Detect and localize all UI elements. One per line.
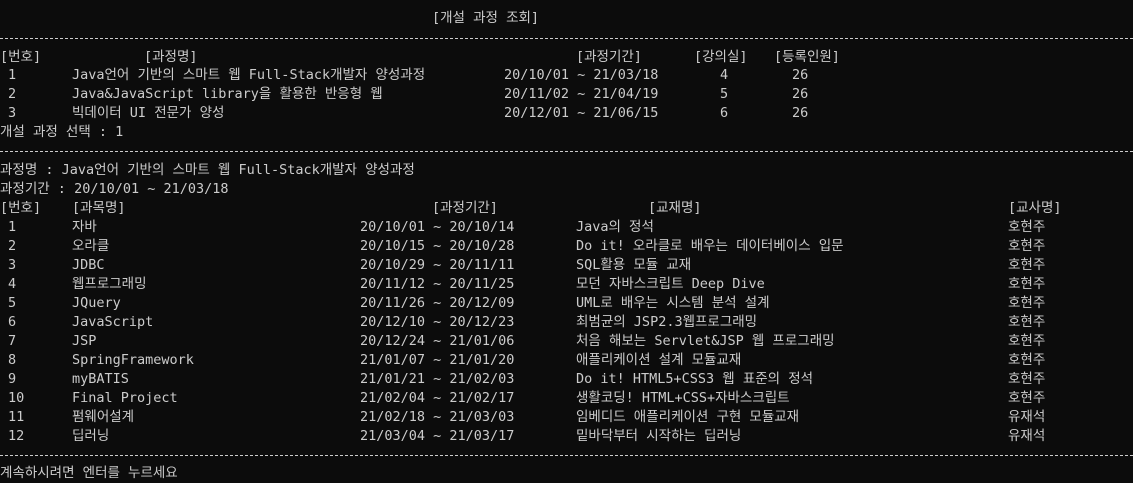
header-num: [번호] [0,200,42,216]
course-period: 20/11/02 ~ 21/04/19 [504,86,659,102]
subject-num: 12 [8,428,25,444]
divider [0,151,1133,152]
course-num: 2 [8,86,17,102]
subject-teacher: 호현주 [1008,390,1046,406]
subject-period: 21/03/04 ~ 21/03/17 [360,428,515,444]
subject-name: 웹프로그래밍 [72,276,147,292]
course-count: 26 [792,86,809,102]
divider [0,455,1133,456]
subject-book: 최범균의 JSP2.3웹프로그래밍 [576,314,758,330]
header-period: [과정기간] [432,200,498,216]
subject-name: 펌웨어설계 [72,409,135,425]
subject-period: 21/01/07 ~ 21/01/20 [360,352,515,368]
subject-name: SpringFramework [72,352,194,368]
course-count: 26 [792,67,809,83]
course-name: 빅데이터 UI 전문가 양성 [72,105,225,121]
subject-teacher: 유재석 [1008,409,1046,425]
subject-teacher: 호현주 [1008,314,1046,330]
page-title: [개설 과정 조회] [432,10,540,26]
header-room: [강의실] [694,49,748,65]
subject-teacher: 호현주 [1008,257,1046,273]
subject-period: 20/10/01 ~ 20/10/14 [360,219,515,235]
course-name: Java&JavaScript library을 활용한 반응형 웹 [72,86,383,102]
subject-name: 오라클 [72,238,110,254]
subject-book: Do it! 오라클로 배우는 데이터베이스 입문 [576,238,844,254]
subject-book: 애플리케이션 설계 모듈교재 [576,352,742,368]
subject-name: JDBC [72,257,105,273]
subject-name: Final Project [72,390,178,406]
subject-teacher: 호현주 [1008,219,1046,235]
course-num: 1 [8,67,17,83]
course-select-prompt[interactable]: 개설 과정 선택 : 1 [0,124,124,140]
continue-prompt[interactable]: 계속하시려면 엔터를 누르세요 [0,465,178,481]
subject-book: UML로 배우는 시스템 분석 설계 [576,295,770,311]
subject-book: SQL활용 모듈 교재 [576,257,692,273]
header-num: [번호] [0,49,42,65]
course-period: 20/10/01 ~ 21/03/18 [504,67,659,83]
subject-book: 모던 자바스크립트 Deep Dive [576,276,765,292]
subject-teacher: 호현주 [1008,238,1046,254]
header-count: [등록인원] [774,49,840,65]
subject-teacher: 호현주 [1008,295,1046,311]
subject-period: 20/10/15 ~ 20/10/28 [360,238,515,254]
subject-book: 생활코딩! HTML+CSS+자바스크립트 [576,390,790,406]
subject-num: 1 [8,219,17,235]
subject-teacher: 호현주 [1008,371,1046,387]
subject-book: 임베디드 애플리케이션 구현 모듈교재 [576,409,800,425]
subject-teacher: 유재석 [1008,428,1046,444]
subject-teacher: 호현주 [1008,333,1046,349]
course-room: 5 [720,86,729,102]
subject-num: 5 [8,295,17,311]
header-subject: [과목명] [72,200,126,216]
header-teacher: [교사명] [1008,200,1062,216]
subject-name: 딥러닝 [72,428,110,444]
divider [0,38,1133,39]
subject-book: 처음 해보는 Servlet&JSP 웹 프로그래밍 [576,333,835,349]
subject-period: 20/11/26 ~ 20/12/09 [360,295,515,311]
subject-book: 밑바닥부터 시작하는 딥러닝 [576,428,742,444]
subject-name: myBATIS [72,371,129,387]
header-book: [교재명] [648,200,702,216]
subject-name: 자바 [72,219,97,235]
subject-num: 2 [8,238,17,254]
subject-num: 4 [8,276,17,292]
header-course-name: [과정명] [144,49,198,65]
subject-num: 7 [8,333,17,349]
subject-period: 20/10/29 ~ 20/11/11 [360,257,515,273]
header-period: [과정기간] [576,49,642,65]
subject-name: JavaScript [72,314,154,330]
subject-period: 21/02/04 ~ 21/02/17 [360,390,515,406]
subject-book: Java의 정석 [576,219,654,235]
subject-period: 20/12/10 ~ 20/12/23 [360,314,515,330]
subject-period: 20/12/24 ~ 21/01/06 [360,333,515,349]
subject-period: 20/11/12 ~ 20/11/25 [360,276,515,292]
subject-teacher: 호현주 [1008,352,1046,368]
subject-num: 10 [8,390,25,406]
subject-period: 21/01/21 ~ 21/02/03 [360,371,515,387]
subject-teacher: 호현주 [1008,276,1046,292]
course-num: 3 [8,105,17,121]
course-name: Java언어 기반의 스마트 웹 Full-Stack개발자 양성과정 [72,67,426,83]
subject-period: 21/02/18 ~ 21/03/03 [360,409,515,425]
subject-num: 8 [8,352,17,368]
course-period: 20/12/01 ~ 21/06/15 [504,105,659,121]
subject-book: Do it! HTML5+CSS3 웹 표준의 정석 [576,371,814,387]
course-room: 6 [720,105,729,121]
subject-num: 9 [8,371,17,387]
selected-course-period: 과정기간 : 20/10/01 ~ 21/03/18 [0,181,229,197]
course-room: 4 [720,67,729,83]
course-count: 26 [792,105,809,121]
subject-name: JQuery [72,295,121,311]
subject-name: JSP [72,333,97,349]
subject-num: 3 [8,257,17,273]
subject-num: 11 [8,409,25,425]
selected-course-name: 과정명 : Java언어 기반의 스마트 웹 Full-Stack개발자 양성과… [0,162,415,178]
subject-num: 6 [8,314,17,330]
